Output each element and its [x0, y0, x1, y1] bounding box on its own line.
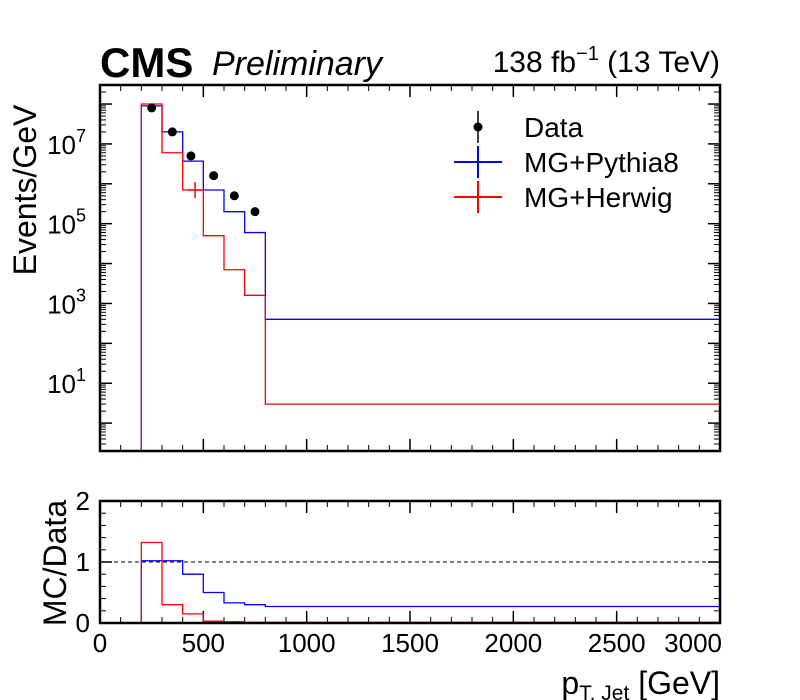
ratio-plot-frame: [98, 499, 722, 625]
data-point: [167, 127, 177, 137]
x-axis-title: pT, Jet [GeV]: [561, 665, 720, 700]
x-tick-label: 0: [93, 628, 107, 658]
main-y-axis-title: Events/GeV: [7, 104, 43, 275]
data-point: [147, 103, 157, 113]
x-tick-label: 2500: [588, 628, 646, 658]
tick-base: 10: [47, 130, 76, 160]
legend-label-mg-pythia8: MG+Pythia8: [524, 147, 679, 178]
lumi-prefix: 138 fb: [493, 46, 576, 79]
data-point: [229, 191, 239, 201]
ratio-y-tick-label: 0: [76, 608, 90, 638]
ratio-y-axis-title: MC/Data: [37, 500, 73, 626]
legend-data-marker: [473, 122, 483, 132]
data-point: [186, 151, 196, 161]
x-tick-label: 3000: [664, 628, 722, 658]
tick-exponent: 5: [76, 206, 86, 226]
x-axis-title-unit: [GeV]: [629, 665, 720, 700]
tick-base: 10: [47, 289, 76, 319]
data-point: [250, 207, 260, 217]
lumi-exponent: −1: [576, 43, 599, 65]
ratio-step-mg-herwig: [140, 541, 720, 624]
main-y-tick-label: 103: [47, 285, 86, 319]
main-y-tick-label: 107: [47, 126, 86, 160]
ratio-y-tick-label: 2: [76, 486, 90, 516]
status-label: Preliminary: [212, 45, 384, 83]
x-axis-title-sub: T, Jet: [579, 682, 629, 700]
experiment-label: CMS: [100, 39, 193, 86]
main-step-mg-herwig: [140, 103, 720, 451]
x-axis-title-main: p: [561, 665, 579, 700]
tick-base: 10: [47, 210, 76, 240]
tick-exponent: 3: [76, 285, 86, 305]
legend-label-data: Data: [524, 112, 584, 143]
main-y-tick-label: 105: [47, 206, 86, 240]
legend-label-mg-herwig: MG+Herwig: [524, 182, 673, 213]
x-tick-label: 500: [182, 628, 225, 658]
x-tick-label: 1500: [381, 628, 439, 658]
ratio-y-tick-labels: 0 1 2: [76, 486, 90, 638]
luminosity-label: 138 fb−1 (13 TeV): [493, 43, 720, 79]
ratio-step-mg-pythia8: [140, 560, 720, 623]
tick-exponent: 1: [76, 365, 86, 385]
main-histograms: [140, 103, 720, 451]
main-plot-frame: [98, 83, 722, 453]
x-tick-label: 2000: [484, 628, 542, 658]
data-point: [209, 171, 219, 181]
x-tick-labels: 0 500 1000 1500 2000 2500 3000: [93, 628, 722, 658]
main-ticks: [99, 84, 721, 452]
ratio-histograms: [140, 541, 720, 624]
x-tick-label: 1000: [278, 628, 336, 658]
tick-exponent: 7: [76, 126, 86, 146]
lumi-suffix: (13 TeV): [599, 46, 720, 79]
ratio-y-tick-label: 1: [76, 547, 90, 577]
main-y-tick-label: 101: [47, 365, 86, 399]
tick-base: 10: [47, 369, 76, 399]
legend: Data MG+Pythia8 MG+Herwig: [454, 111, 679, 213]
data-points: [147, 103, 260, 217]
